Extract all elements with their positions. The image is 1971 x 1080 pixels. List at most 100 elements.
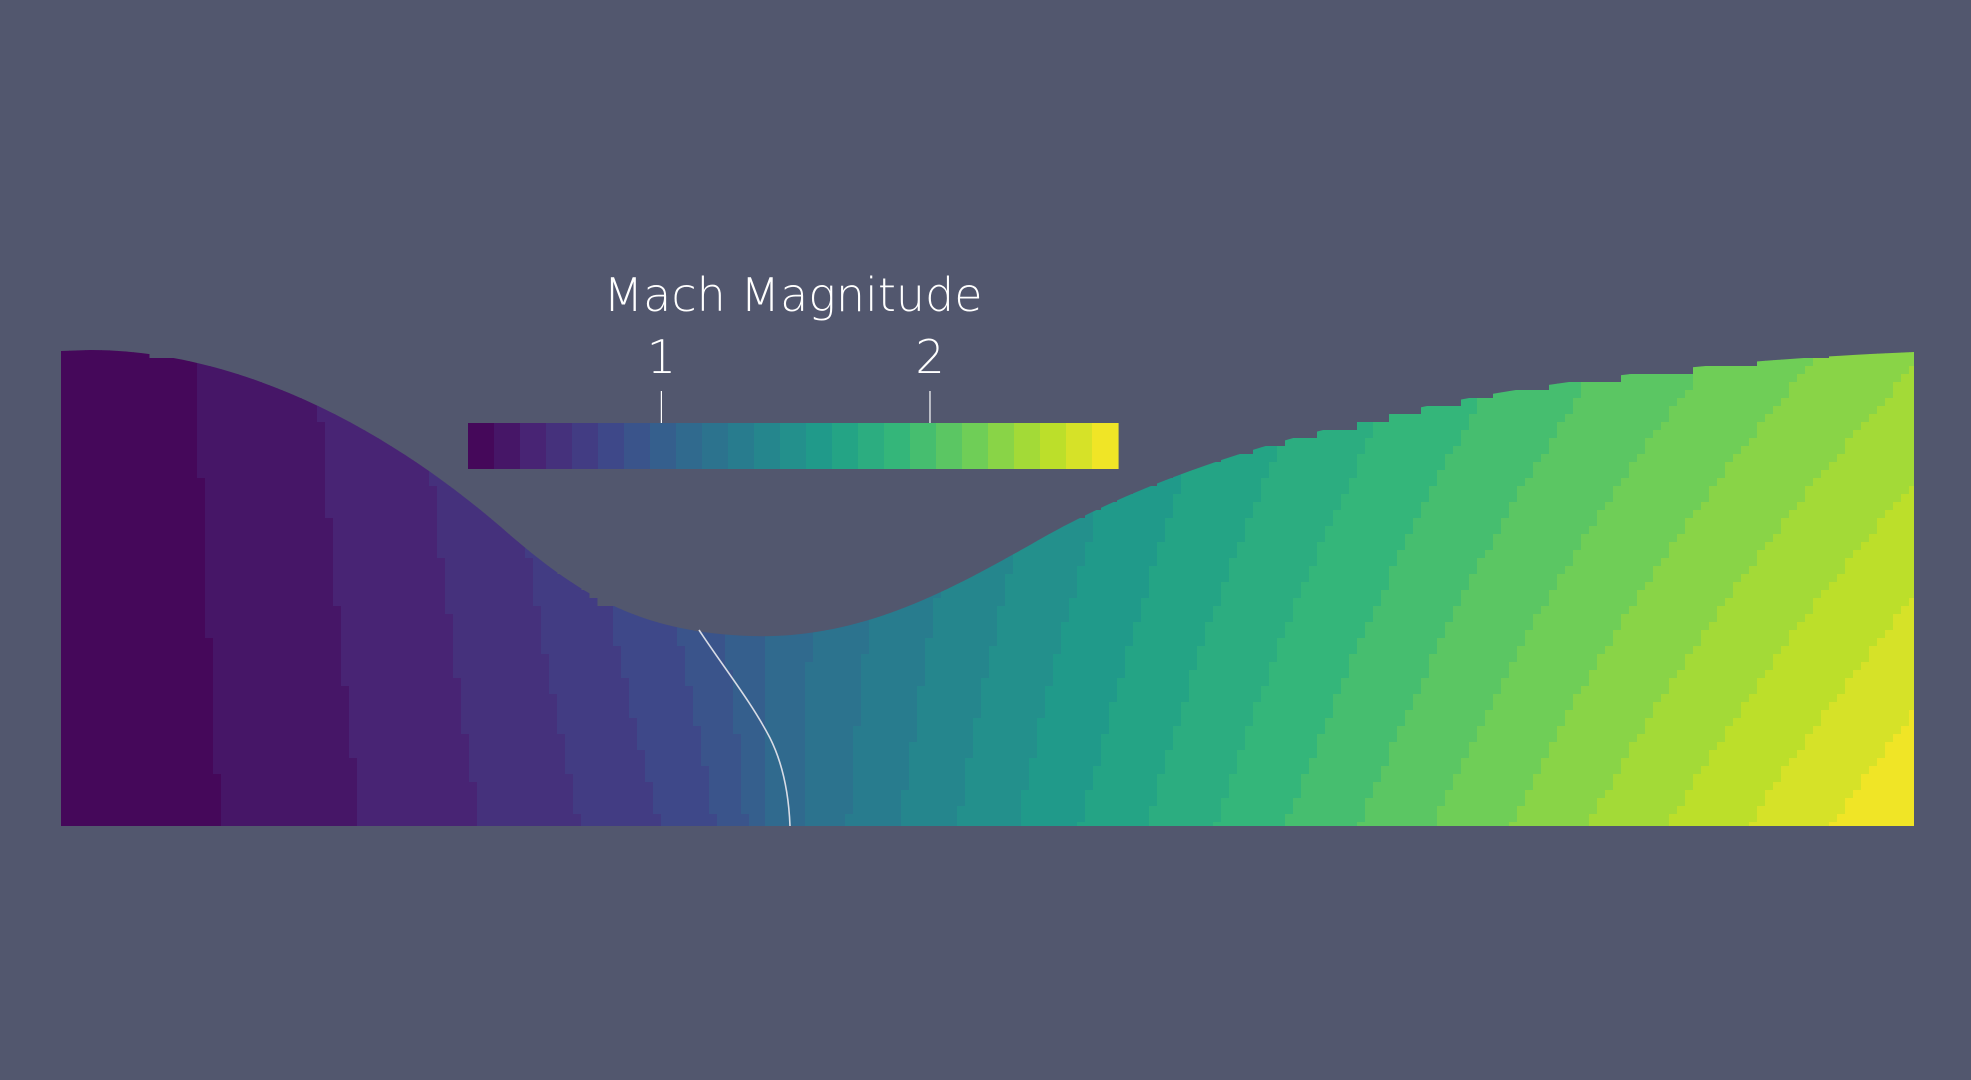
field-cell — [237, 502, 246, 511]
field-cell — [245, 758, 254, 767]
field-cell — [141, 734, 150, 743]
field-cell — [365, 438, 374, 447]
field-cell — [837, 798, 846, 807]
field-cell — [821, 782, 830, 791]
field-cell — [445, 478, 454, 487]
field-cell — [517, 750, 526, 759]
field-cell — [829, 702, 838, 711]
field-cell — [461, 670, 470, 679]
field-cell — [285, 566, 294, 575]
field-cell — [573, 742, 582, 751]
field-cell — [821, 774, 830, 783]
field-cell — [565, 574, 574, 583]
field-cell — [293, 822, 302, 826]
field-cell — [229, 494, 238, 503]
field-cell — [317, 630, 326, 639]
field-cell — [629, 670, 638, 679]
field-cell — [261, 390, 270, 399]
field-cell — [237, 670, 246, 679]
field-cell — [269, 494, 278, 503]
field-cell — [461, 662, 470, 671]
field-cell — [493, 662, 502, 671]
field-cell — [829, 790, 838, 799]
field-cell — [397, 710, 406, 719]
field-cell — [637, 782, 646, 791]
field-cell — [197, 622, 206, 631]
field-cell — [205, 438, 214, 447]
field-cell — [293, 638, 302, 647]
field-cell — [261, 470, 270, 479]
field-cell — [269, 390, 278, 399]
field-cell — [197, 510, 206, 519]
field-cell — [429, 814, 438, 823]
field-cell — [445, 686, 454, 695]
field-cell — [205, 686, 214, 695]
field-cell — [973, 822, 982, 826]
field-cell — [629, 606, 638, 615]
field-cell — [125, 598, 134, 607]
field-cell — [581, 670, 590, 679]
field-cell — [389, 710, 398, 719]
field-cell — [125, 470, 134, 479]
field-cell — [101, 678, 110, 687]
field-cell — [285, 398, 294, 407]
field-cell — [933, 758, 942, 767]
field-cell — [605, 726, 614, 735]
field-cell — [149, 622, 158, 631]
field-cell — [373, 478, 382, 487]
field-cell — [309, 518, 318, 527]
field-cell — [405, 494, 414, 503]
field-cell — [861, 646, 870, 655]
field-cell — [925, 758, 934, 767]
field-cell — [125, 726, 134, 735]
field-cell — [693, 678, 702, 687]
field-cell — [621, 606, 630, 615]
field-cell — [949, 654, 958, 663]
field-cell — [749, 798, 758, 807]
field-cell — [277, 422, 286, 431]
field-cell — [61, 494, 70, 503]
field-cell — [965, 638, 974, 647]
field-cell — [829, 686, 838, 695]
field-cell — [325, 550, 334, 559]
field-cell — [485, 750, 494, 759]
field-cell — [453, 502, 462, 511]
field-cell — [773, 758, 782, 767]
field-cell — [189, 486, 198, 495]
field-cell — [269, 806, 278, 815]
field-cell — [101, 566, 110, 575]
field-cell — [69, 814, 78, 823]
field-cell — [405, 782, 414, 791]
field-cell — [405, 710, 414, 719]
field-cell — [373, 638, 382, 647]
field-cell — [941, 710, 950, 719]
field-cell — [493, 630, 502, 639]
field-cell — [701, 798, 710, 807]
field-cell — [677, 718, 686, 727]
field-cell — [965, 662, 974, 671]
field-cell — [573, 686, 582, 695]
field-cell — [613, 782, 622, 791]
field-cell — [437, 470, 446, 479]
field-cell — [653, 686, 662, 695]
field-cell — [109, 574, 118, 583]
field-cell — [157, 358, 166, 367]
field-cell — [245, 774, 254, 783]
field-cell — [133, 382, 142, 391]
field-cell — [149, 630, 158, 639]
field-cell — [197, 374, 206, 383]
field-cell — [429, 470, 438, 479]
field-cell — [733, 646, 742, 655]
field-cell — [989, 758, 998, 767]
field-cell — [957, 702, 966, 711]
field-cell — [909, 798, 918, 807]
field-cell — [149, 566, 158, 575]
field-cell — [205, 790, 214, 799]
field-cell — [293, 462, 302, 471]
field-cell — [901, 662, 910, 671]
field-cell — [661, 654, 670, 663]
field-cell — [885, 718, 894, 727]
field-cell — [373, 646, 382, 655]
